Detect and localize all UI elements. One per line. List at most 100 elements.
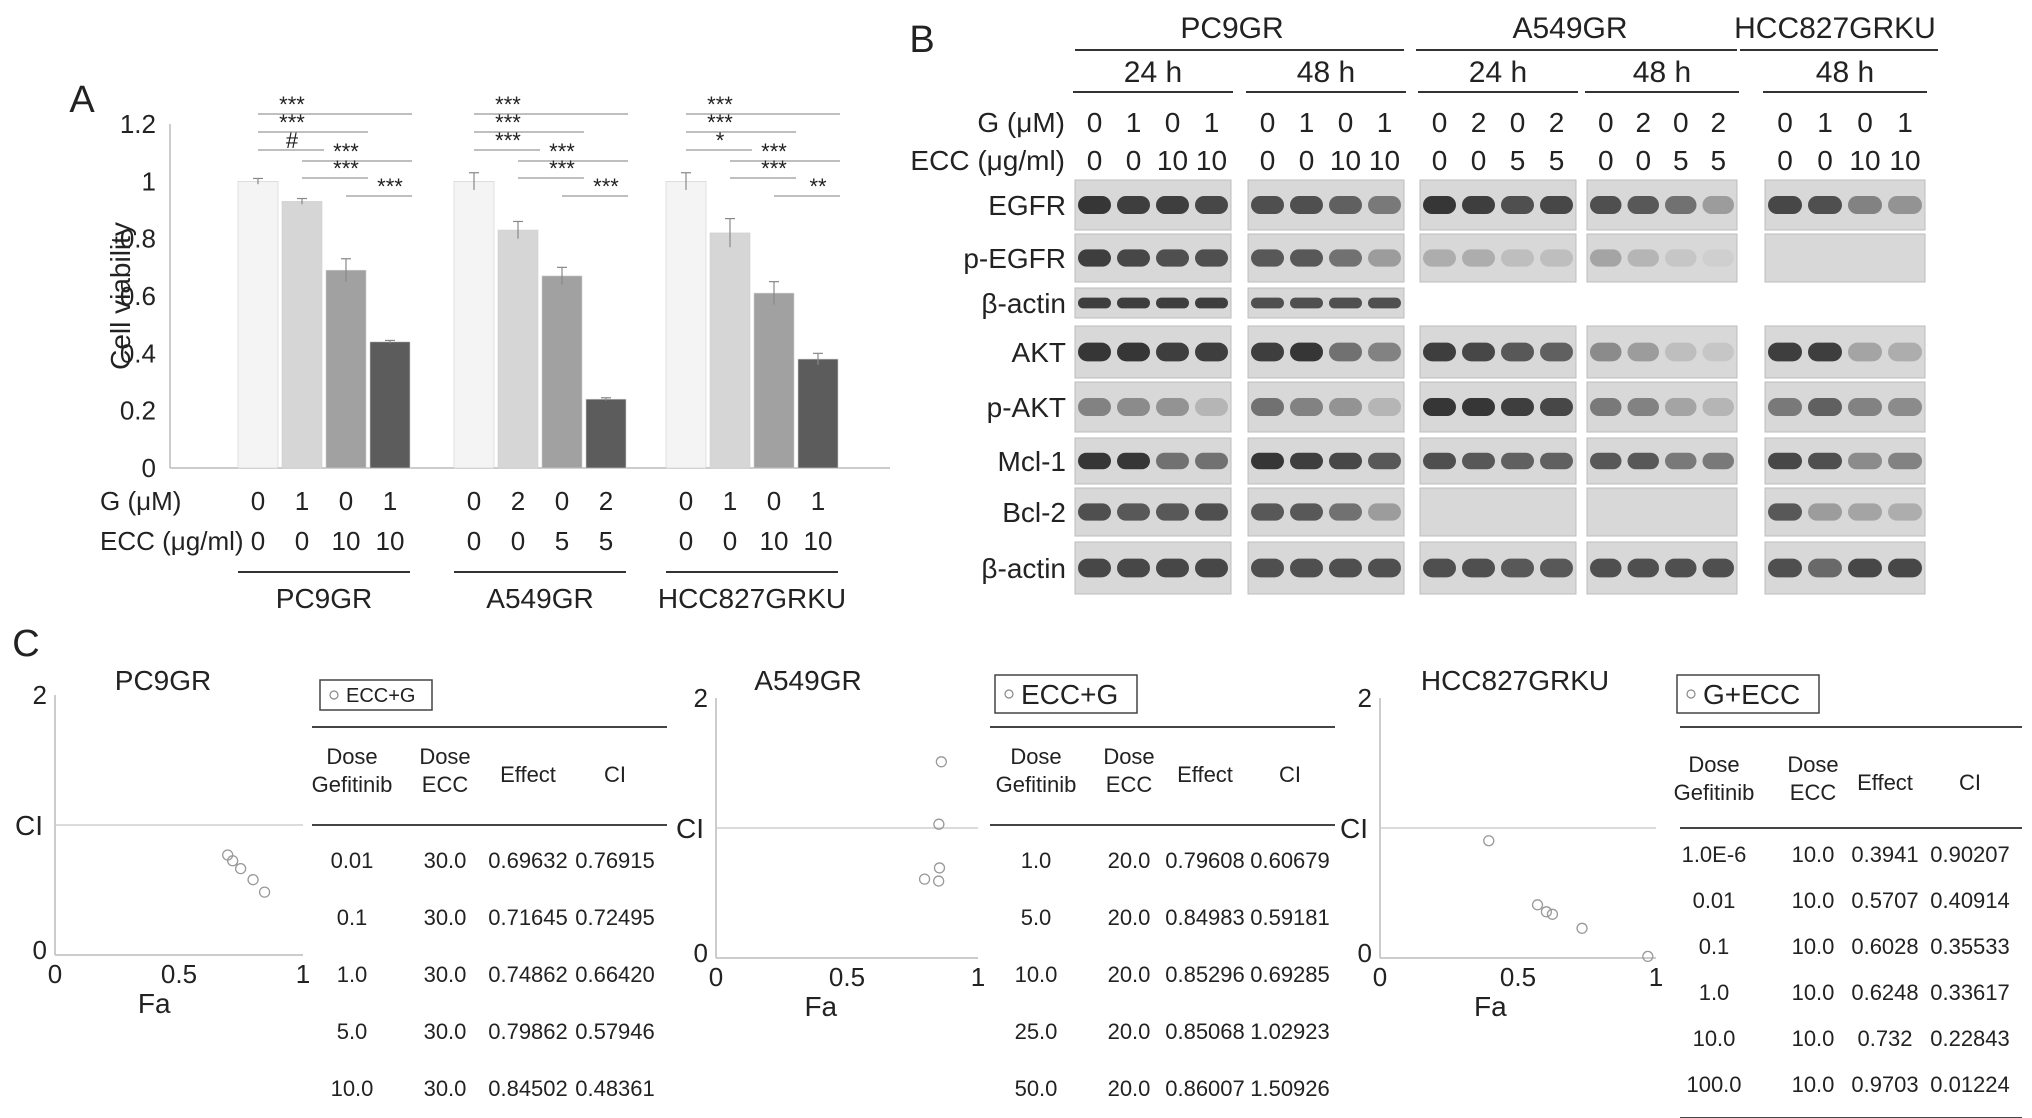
blot-band [1462, 452, 1495, 470]
blot-band [1501, 398, 1534, 416]
table-cell: 0.48361 [575, 1076, 655, 1101]
table-cell: 0.9703 [1851, 1072, 1918, 1097]
ci-data-point [933, 818, 945, 830]
blot-band [1156, 558, 1189, 578]
bar-A549GR-0 [453, 181, 495, 469]
blot-band [1768, 503, 1802, 521]
blot-g-dose: 0 [1338, 107, 1354, 138]
blot-band [1888, 558, 1922, 578]
blot-band [1501, 249, 1534, 267]
group-name: HCC827GRKU [658, 583, 846, 614]
ecc-dose-label: 0 [723, 526, 737, 556]
blot-band [1808, 196, 1842, 214]
ci-data-point [1483, 835, 1495, 847]
table-cell: 0.69285 [1250, 962, 1330, 987]
blot-band [1329, 249, 1362, 267]
blot-band [1117, 196, 1150, 214]
blot-ecc-dose: 0 [1471, 145, 1487, 176]
blot-g-dose: 2 [1710, 107, 1726, 138]
table-column-header: Dose Gefitinib [996, 744, 1077, 797]
table-legend-box [1676, 674, 1820, 714]
blot-band [1290, 558, 1323, 578]
blot-protein-label: β-actin [981, 553, 1066, 584]
blot-g-dose: 0 [1087, 107, 1103, 138]
sig-marker: *** [495, 110, 521, 135]
blot-band [1423, 249, 1456, 267]
ci-plot-title: A549GR [754, 665, 861, 696]
blot-band [1117, 503, 1150, 521]
ci-x-tick: 1 [1649, 962, 1663, 992]
sig-marker: *** [279, 110, 305, 135]
table-cell: 20.0 [1108, 1019, 1151, 1044]
blot-band [1665, 452, 1697, 470]
blot-band [1702, 342, 1734, 362]
blot-protein-label: β-actin [981, 288, 1066, 319]
blot-band [1423, 452, 1456, 470]
ci-y-label: CI [1340, 813, 1368, 844]
blot-band [1368, 342, 1401, 362]
ecc-dose-label: 10 [804, 526, 833, 556]
blot-protein-label: AKT [1012, 337, 1066, 368]
blot-time-label: 48 h [1297, 56, 1355, 89]
blot-g-dose: 1 [1897, 107, 1913, 138]
blot-band [1590, 398, 1622, 416]
table-cell: 0.79608 [1165, 848, 1245, 873]
table-cell: 20.0 [1108, 905, 1151, 930]
sig-marker: ** [809, 174, 827, 199]
ci-x-tick: 1 [971, 962, 985, 992]
ci-y-label: CI [15, 810, 43, 841]
table-cell: 10.0 [1792, 1026, 1835, 1051]
blot-band [1848, 196, 1882, 214]
ci-data-point [227, 855, 239, 867]
table-column-header: Dose ECC [1103, 744, 1154, 797]
ci-y-tick: 0 [33, 935, 47, 965]
table-legend-label: ECC+G [1021, 679, 1118, 710]
blot-band [1329, 452, 1362, 470]
ci-x-tick: 0.5 [829, 962, 865, 992]
bar-HCC827GRKU-1 [709, 232, 751, 469]
ci-y-tick: 2 [1358, 683, 1372, 713]
g-dose-label: 1 [383, 486, 397, 516]
table-column-header: Dose ECC [419, 744, 470, 797]
blot-row-label-ecc: ECC (μg/ml) [910, 145, 1065, 176]
table-cell: 0.84983 [1165, 905, 1245, 930]
ecc-dose-label: 0 [295, 526, 309, 556]
blot-band [1423, 342, 1456, 362]
blot-g-dose: 0 [1510, 107, 1526, 138]
blot-band [1888, 196, 1922, 214]
ci-x-label: Fa [804, 991, 837, 1022]
blot-band [1078, 503, 1111, 521]
blot-band [1368, 249, 1401, 267]
ci-data-point [935, 756, 947, 768]
table-column-header: Effect [1177, 762, 1233, 787]
table-cell: 10.0 [1792, 842, 1835, 867]
sig-marker: *** [333, 139, 359, 164]
blot-protein-label: Mcl-1 [998, 446, 1066, 477]
table-cell: 1.0 [1021, 848, 1052, 873]
table-column-header: Dose Gefitinib [312, 744, 393, 797]
blot-band [1423, 398, 1456, 416]
group-name: A549GR [486, 583, 593, 614]
table-cell: 0.79862 [488, 1019, 568, 1044]
ci-x-tick: 0 [48, 959, 62, 989]
blot-band [1290, 398, 1323, 416]
blot-band [1290, 297, 1323, 309]
blot-band [1627, 452, 1659, 470]
blot-band [1423, 558, 1456, 578]
ecc-dose-label: 10 [332, 526, 361, 556]
table-column-header: Dose ECC [1787, 752, 1838, 805]
blot-band [1627, 398, 1659, 416]
ci-data-point [1642, 950, 1654, 963]
ci-x-tick: 0 [1373, 962, 1387, 992]
blot-band [1540, 196, 1573, 214]
blot-band [1195, 558, 1228, 578]
g-dose-label: 0 [339, 486, 353, 516]
table-cell: 1.50926 [1250, 1076, 1330, 1101]
table-legend-box [994, 674, 1138, 714]
ci-y-tick: 2 [33, 680, 47, 710]
blot-band [1540, 398, 1573, 416]
blot-band [1501, 558, 1534, 578]
bar-PC9GR-2 [325, 269, 367, 469]
blot-g-dose: 0 [1165, 107, 1181, 138]
sig-marker: *** [707, 110, 733, 135]
